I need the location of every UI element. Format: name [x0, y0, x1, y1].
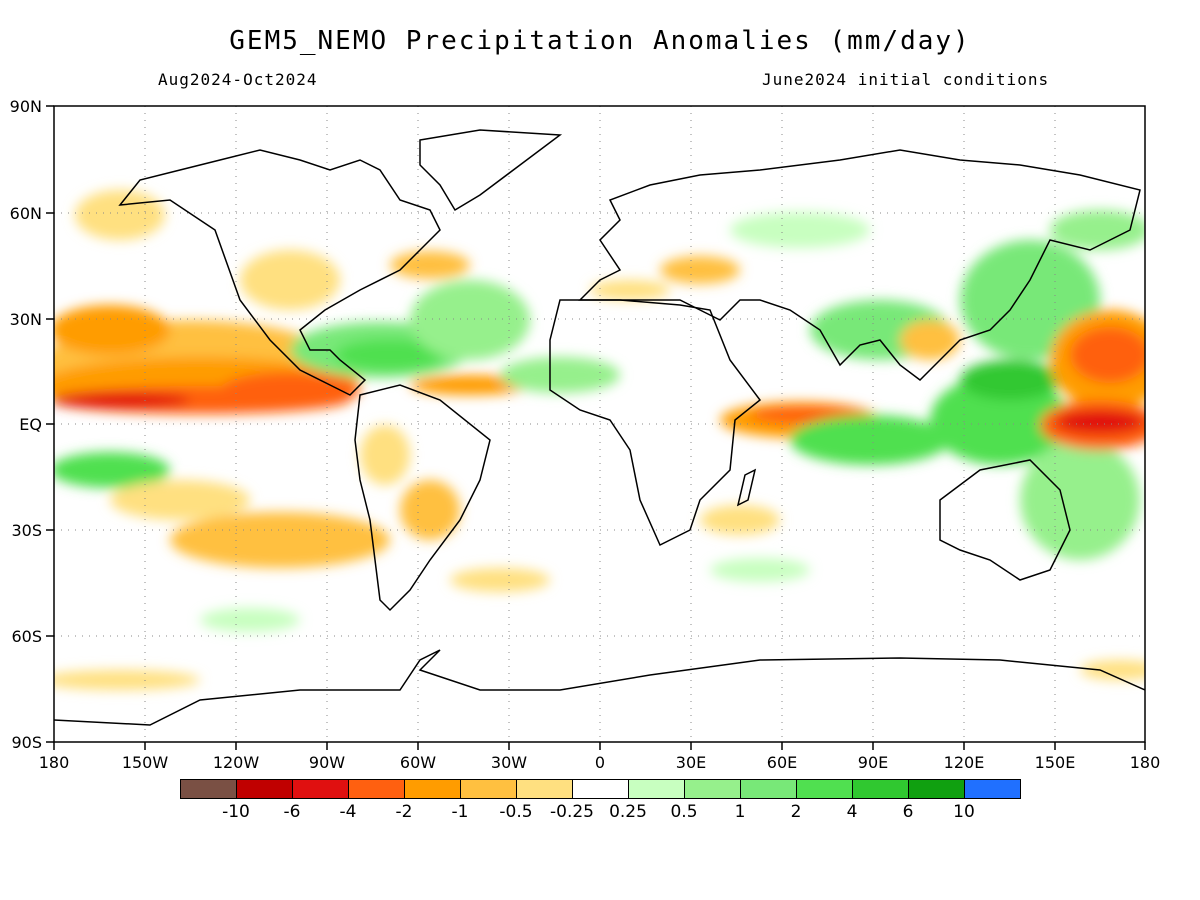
longitude-labels: 180 150W 120W 90W 60W 30W 0 30E 60E 90E … [39, 753, 1161, 772]
lon-label: 90W [309, 753, 345, 772]
lon-label: 150W [122, 753, 169, 772]
colorbar-label: -1 [451, 802, 469, 822]
lon-label: 120W [213, 753, 260, 772]
colorbar-swatch [572, 779, 629, 799]
map-title: GEM5_NEMO Precipitation Anomalies (mm/da… [229, 26, 971, 56]
lon-label: 150E [1035, 753, 1076, 772]
colorbar-label: 1 [734, 802, 746, 822]
lat-label: 90S [11, 733, 42, 752]
lon-label: 180 [1130, 753, 1161, 772]
lon-label: 30W [491, 753, 527, 772]
colorbar-label: 10 [953, 802, 975, 822]
latitude-labels: 90N 60N 30N EQ 30S 60S 90S [10, 97, 42, 752]
lat-label: 90N [10, 97, 42, 116]
initial-conditions: June2024 initial conditions [762, 70, 1050, 89]
forecast-period: Aug2024-Oct2024 [158, 70, 318, 89]
colorbar-label: -4 [339, 802, 357, 822]
lon-label: 60W [400, 753, 436, 772]
lat-label: EQ [19, 415, 42, 434]
colorbar-swatch [460, 779, 517, 799]
colorbar-label: -6 [283, 802, 301, 822]
axis-ticks [46, 105, 1146, 750]
colorbar-swatch [964, 779, 1021, 799]
colorbar-label: -10 [222, 802, 250, 822]
colorbar-swatch [236, 779, 293, 799]
lon-label: 180 [39, 753, 70, 772]
colorbar-swatch [348, 779, 405, 799]
colorbar-swatch [796, 779, 853, 799]
colorbar-swatch [516, 779, 573, 799]
lat-label: 30N [10, 310, 42, 329]
coastlines [54, 129, 1145, 726]
grid-lines [54, 106, 1145, 742]
colorbar-label: -0.5 [499, 802, 533, 822]
colorbar-label: 6 [902, 802, 914, 822]
anomaly-field [54, 106, 1145, 742]
lon-label: 30E [676, 753, 706, 772]
colorbar-swatch [292, 779, 349, 799]
lat-label: 30S [11, 521, 42, 540]
colorbar-label: 4 [846, 802, 858, 822]
colorbar-label: 0.25 [609, 802, 647, 822]
lon-label: 90E [858, 753, 888, 772]
lat-label: 60S [11, 627, 42, 646]
colorbar-label: 2 [790, 802, 802, 822]
colorbar-swatch [684, 779, 741, 799]
colorbar-swatch [628, 779, 685, 799]
colorbar-label: 0.5 [670, 802, 698, 822]
colorbar-label: -2 [395, 802, 413, 822]
lon-label: 60E [767, 753, 797, 772]
colorbar-swatch [404, 779, 461, 799]
lon-label: 120E [944, 753, 985, 772]
lon-label: 0 [595, 753, 605, 772]
colorbar-label: -0.25 [550, 802, 594, 822]
colorbar-swatch [852, 779, 909, 799]
colorbar-swatch [908, 779, 965, 799]
lat-label: 60N [10, 204, 42, 223]
colorbar-swatch [180, 779, 237, 799]
colorbar-swatch [740, 779, 797, 799]
